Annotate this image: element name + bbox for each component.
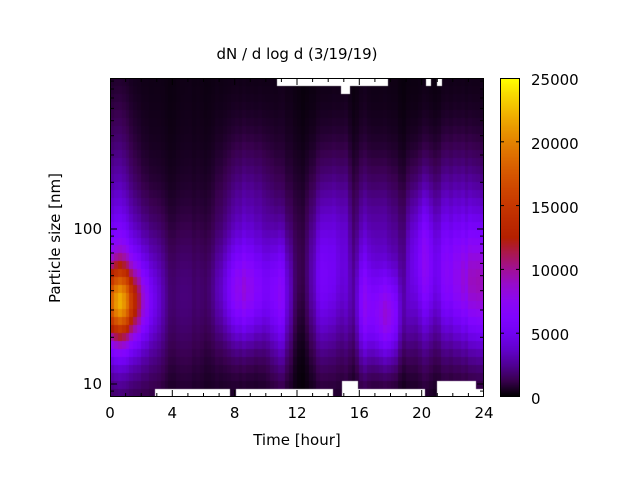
x-tick-label: 4 — [167, 404, 178, 422]
x-tick-label: 8 — [229, 404, 240, 422]
heatmap-image — [110, 78, 484, 397]
x-axis-label: Time [hour] — [253, 431, 341, 449]
x-tick-label: 24 — [474, 404, 494, 422]
x-tick-label: 16 — [349, 404, 369, 422]
colorbar-tick-label: 0 — [531, 390, 541, 408]
y-tick-label: 10 — [82, 375, 102, 393]
y-tick-label: 100 — [73, 220, 102, 238]
plot-border-and-ticks — [110, 78, 484, 397]
colorbar-tick-label: 20000 — [531, 134, 579, 153]
colorbar-tick-label: 15000 — [531, 198, 579, 217]
colorbar-tick-label: 5000 — [531, 326, 570, 345]
colorbar-tick-label: 25000 — [531, 71, 579, 89]
colorbar-gradient — [500, 78, 520, 397]
x-tick-label: 20 — [412, 404, 432, 422]
x-tick-label: 0 — [105, 404, 115, 422]
chart-title: dN / d log d (3/19/19) — [216, 45, 378, 63]
y-axis-label: Particle size [nm] — [46, 173, 64, 303]
colorbar-border-and-ticks — [500, 78, 520, 397]
colorbar-tick-label: 10000 — [531, 262, 579, 281]
x-tick-label: 12 — [287, 404, 307, 422]
